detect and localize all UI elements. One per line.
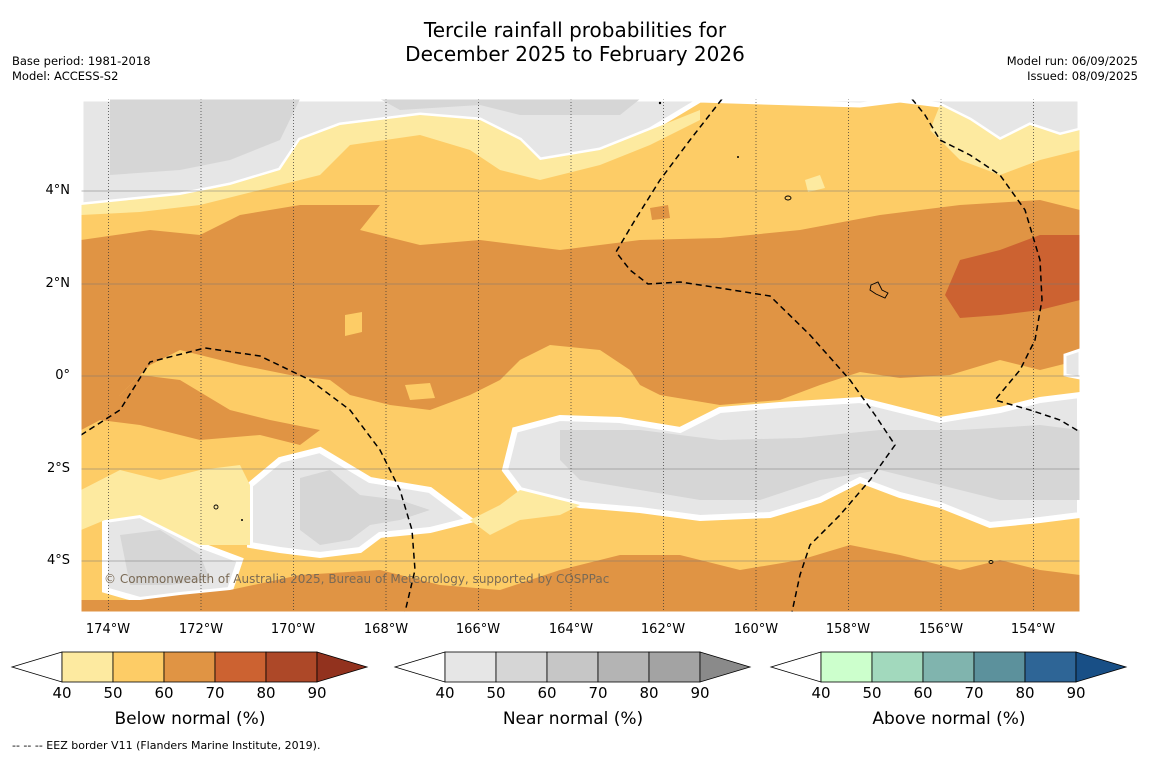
legend-title-near: Near normal (%)	[502, 709, 644, 729]
tick-label: 90	[307, 684, 327, 702]
tick-label: 80	[1015, 684, 1035, 702]
lon-label: 156°W	[918, 622, 964, 637]
above-swatch-0	[820, 651, 873, 683]
tick-label: 40	[811, 684, 831, 702]
tick-label: 50	[486, 684, 506, 702]
legend-colorbars	[10, 651, 1128, 683]
lon-label: 164°W	[548, 622, 594, 637]
tick-label: 40	[435, 684, 455, 702]
below-swatch-5	[316, 651, 369, 683]
model-run: Model run: 06/09/2025	[1006, 54, 1138, 68]
near-swatch-0	[444, 651, 497, 683]
tick-label: 80	[639, 684, 659, 702]
lat-label: 2°N	[45, 276, 71, 291]
lon-label: 166°W	[455, 622, 501, 637]
eez-footnote: -- -- -- EEZ border V11 (Flanders Marine…	[12, 739, 321, 752]
tick-label: 60	[913, 684, 933, 702]
legend-ticks: 40 50 60 70 80 90 40 50 60 70 80 90 40 5…	[0, 684, 1150, 704]
below-swatch-1	[112, 651, 165, 683]
base-period: Base period: 1981-2018	[12, 54, 151, 68]
strong-below-cell	[945, 235, 1080, 318]
copyright-credit: © Commonwealth of Australia 2025, Bureau…	[104, 572, 610, 586]
above-swatch-3	[973, 651, 1026, 683]
lat-label: 0°	[55, 368, 70, 383]
below-swatch-3	[214, 651, 267, 683]
tick-label: 60	[154, 684, 174, 702]
lon-label: 172°W	[178, 622, 224, 637]
tick-label: 50	[862, 684, 882, 702]
issued-date: Issued: 08/09/2025	[1027, 69, 1138, 83]
map-title: Tercile rainfall probabilities for Decem…	[0, 18, 1150, 66]
lon-label: 158°W	[825, 622, 871, 637]
lon-label: 154°W	[1010, 622, 1056, 637]
above-swatch-5	[1075, 651, 1128, 683]
tick-label: 70	[205, 684, 225, 702]
below-normal-band	[81, 200, 1080, 430]
lon-label: 162°W	[640, 622, 686, 637]
tick-label: 80	[256, 684, 276, 702]
legend-title-above: Above normal (%)	[872, 709, 1026, 729]
lon-label: 168°W	[363, 622, 409, 637]
lat-label: 4°S	[46, 553, 70, 568]
tick-label: 70	[588, 684, 608, 702]
tick-label: 40	[52, 684, 72, 702]
near-swatch-3	[597, 651, 650, 683]
model-name: Model: ACCESS-S2	[12, 69, 119, 83]
graticule	[81, 99, 1080, 612]
above-swatch-1	[871, 651, 924, 683]
title-line-2: December 2025 to February 2026	[405, 42, 745, 66]
below-swatch-2	[163, 651, 216, 683]
below-normal-colorbar	[10, 651, 369, 683]
eez-borders	[81, 99, 1080, 612]
title-line-1: Tercile rainfall probabilities for	[423, 18, 727, 42]
above-normal-colorbar	[769, 651, 1128, 683]
legend-title-below: Below normal (%)	[114, 709, 266, 729]
below-swatch-0	[61, 651, 114, 683]
lon-label: 174°W	[85, 622, 131, 637]
above-swatch-4	[1024, 651, 1077, 683]
islands	[213, 195, 994, 564]
lat-label: 2°S	[46, 461, 70, 476]
meta-right: Model run: 06/09/2025 Issued: 08/09/2025	[1007, 54, 1138, 84]
near-normal-colorbar	[393, 651, 752, 683]
below-swatch-4	[265, 651, 318, 683]
probability-field	[81, 99, 1080, 612]
tick-label: 70	[964, 684, 984, 702]
near-swatch-5	[699, 651, 752, 683]
meta-left: Base period: 1981-2018 Model: ACCESS-S2	[12, 54, 151, 84]
tick-label: 90	[1066, 684, 1086, 702]
near-swatch-1	[495, 651, 548, 683]
above-swatch-2	[922, 651, 975, 683]
tick-label: 50	[103, 684, 123, 702]
tick-label: 90	[690, 684, 710, 702]
lat-label: 4°N	[45, 183, 71, 198]
tick-label: 60	[537, 684, 557, 702]
lon-label: 160°W	[733, 622, 779, 637]
lon-label: 170°W	[270, 622, 316, 637]
near-swatch-4	[648, 651, 701, 683]
near-swatch-2	[546, 651, 599, 683]
